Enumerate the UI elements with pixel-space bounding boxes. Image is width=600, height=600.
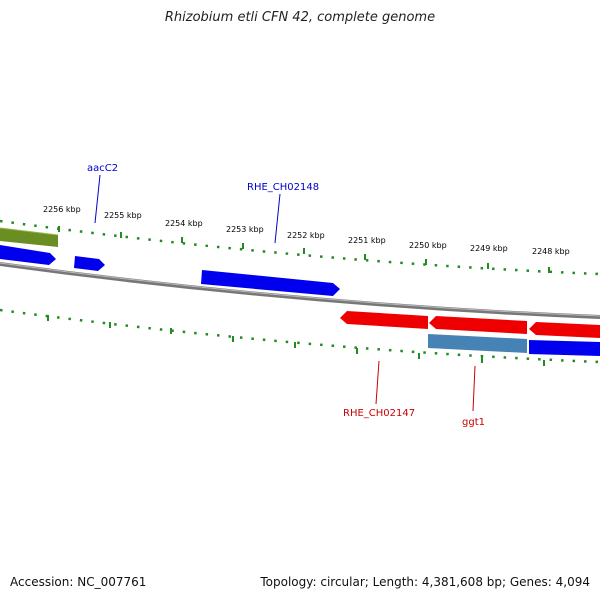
inner-major-ticks	[47, 315, 545, 366]
inner-scale-ring	[0, 308, 600, 364]
tick-label: 2252 kbp	[287, 231, 325, 240]
tick-label: 2248 kbp	[532, 247, 570, 256]
leader-line	[472, 365, 476, 412]
tick-label: 2249 kbp	[470, 244, 508, 253]
genome-backbone	[0, 262, 600, 319]
gene-label-aacc2[interactable]: aacC2	[87, 163, 118, 174]
reverse-gene	[429, 316, 527, 334]
tick-label: 2254 kbp	[165, 219, 203, 228]
outer-major-ticks	[58, 226, 550, 273]
leader-line	[274, 193, 281, 244]
tick-label: 2253 kbp	[226, 225, 264, 234]
forward-gene	[0, 245, 56, 265]
reverse-gene	[340, 311, 428, 329]
gene-label-ggt1[interactable]: ggt1	[462, 417, 485, 428]
map-title: Rhizobium etli CFN 42, complete genome	[164, 10, 436, 25]
reverse-gene	[529, 322, 600, 338]
tick-label: 2255 kbp	[104, 211, 142, 220]
accession-text: Accession: NC_007761	[10, 575, 147, 589]
tick-label: 2251 kbp	[348, 236, 386, 245]
pseudo-gene	[428, 334, 527, 353]
forward-gene	[74, 256, 105, 271]
outer-scale-ring	[0, 219, 600, 276]
forward-gene	[529, 340, 600, 356]
leader-line	[375, 360, 380, 405]
green-feature	[0, 228, 58, 247]
leader-line	[94, 174, 101, 224]
gene-label-rhe-ch02147[interactable]: RHE_CH02147	[343, 408, 415, 419]
gene-label-rhe-ch02148[interactable]: RHE_CH02148	[247, 182, 319, 193]
genome-stats-text: Topology: circular; Length: 4,381,608 bp…	[260, 575, 590, 589]
tick-label: 2256 kbp	[43, 205, 81, 214]
forward-gene	[201, 270, 340, 296]
tick-label: 2250 kbp	[409, 241, 447, 250]
